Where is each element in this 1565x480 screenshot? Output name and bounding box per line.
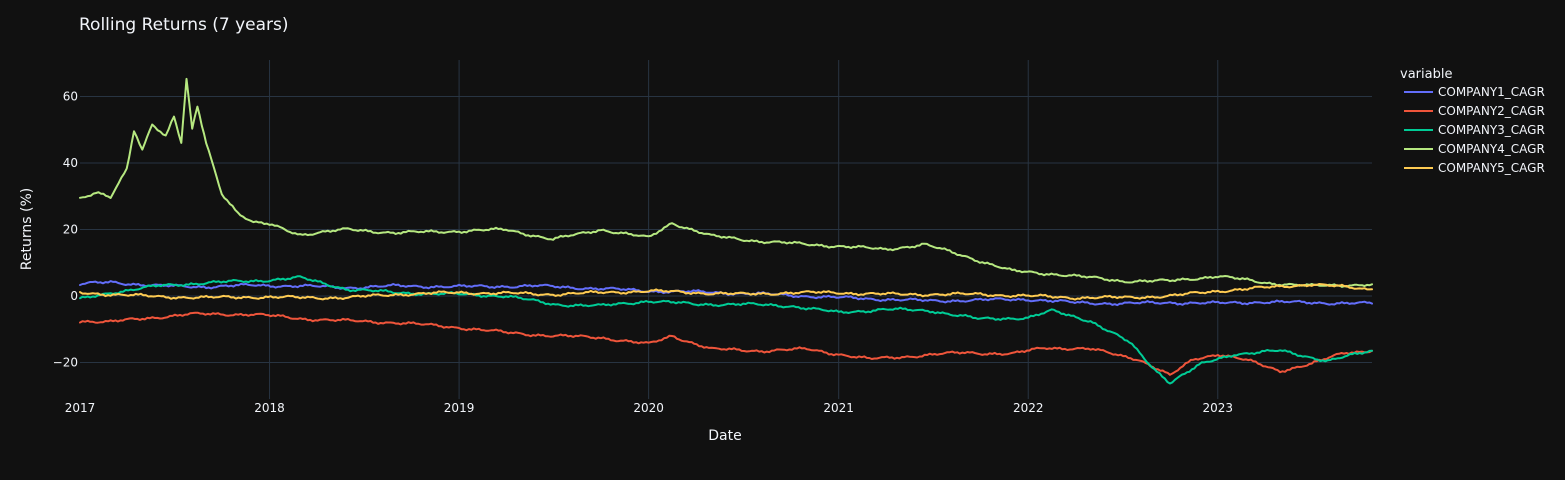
- x-tick-label: 2020: [633, 401, 664, 415]
- legend-label: COMPANY2_CAGR: [1438, 104, 1545, 118]
- x-axis-ticks: 2017 2018 2019 2020 2021 2022 2023: [65, 401, 1233, 415]
- legend-label: COMPANY3_CAGR: [1438, 123, 1545, 137]
- y-tick-label: 0: [70, 289, 78, 303]
- x-tick-label: 2021: [823, 401, 854, 415]
- y-axis-title: Returns (%): [19, 188, 35, 270]
- plot-area: [79, 77, 1373, 385]
- x-tick-label: 2023: [1202, 401, 1233, 415]
- legend-item[interactable]: COMPANY4_CAGR: [1404, 142, 1545, 156]
- legend[interactable]: variable COMPANY1_CAGR COMPANY2_CAGR COMPA…: [1400, 67, 1545, 175]
- legend-label: COMPANY4_CAGR: [1438, 142, 1545, 156]
- legend-item[interactable]: COMPANY1_CAGR: [1404, 85, 1545, 99]
- x-tick-label: 2019: [444, 401, 475, 415]
- x-tick-label: 2022: [1013, 401, 1044, 415]
- y-tick-label: 20: [63, 223, 78, 237]
- legend-label: COMPANY5_CAGR: [1438, 161, 1545, 175]
- x-tick-label: 2018: [254, 401, 285, 415]
- legend-title: variable: [1400, 67, 1452, 82]
- legend-label: COMPANY1_CAGR: [1438, 85, 1545, 99]
- y-tick-label: −20: [53, 355, 78, 369]
- legend-item[interactable]: COMPANY2_CAGR: [1404, 104, 1545, 118]
- y-axis-ticks: −20 0 20 40 60: [53, 90, 78, 370]
- series-line-company3-cagr: [79, 275, 1373, 385]
- y-tick-label: 60: [63, 90, 78, 104]
- series-line-company5-cagr: [79, 283, 1373, 301]
- legend-item[interactable]: COMPANY3_CAGR: [1404, 123, 1545, 137]
- chart-title: Rolling Returns (7 years): [79, 15, 289, 35]
- series-line-company4-cagr: [79, 77, 1373, 288]
- x-axis-title: Date: [708, 428, 741, 444]
- x-tick-label: 2017: [65, 401, 96, 415]
- legend-item[interactable]: COMPANY5_CAGR: [1404, 161, 1545, 175]
- series-line-company2-cagr: [79, 311, 1373, 376]
- grid: [80, 60, 1372, 399]
- y-tick-label: 40: [63, 156, 78, 170]
